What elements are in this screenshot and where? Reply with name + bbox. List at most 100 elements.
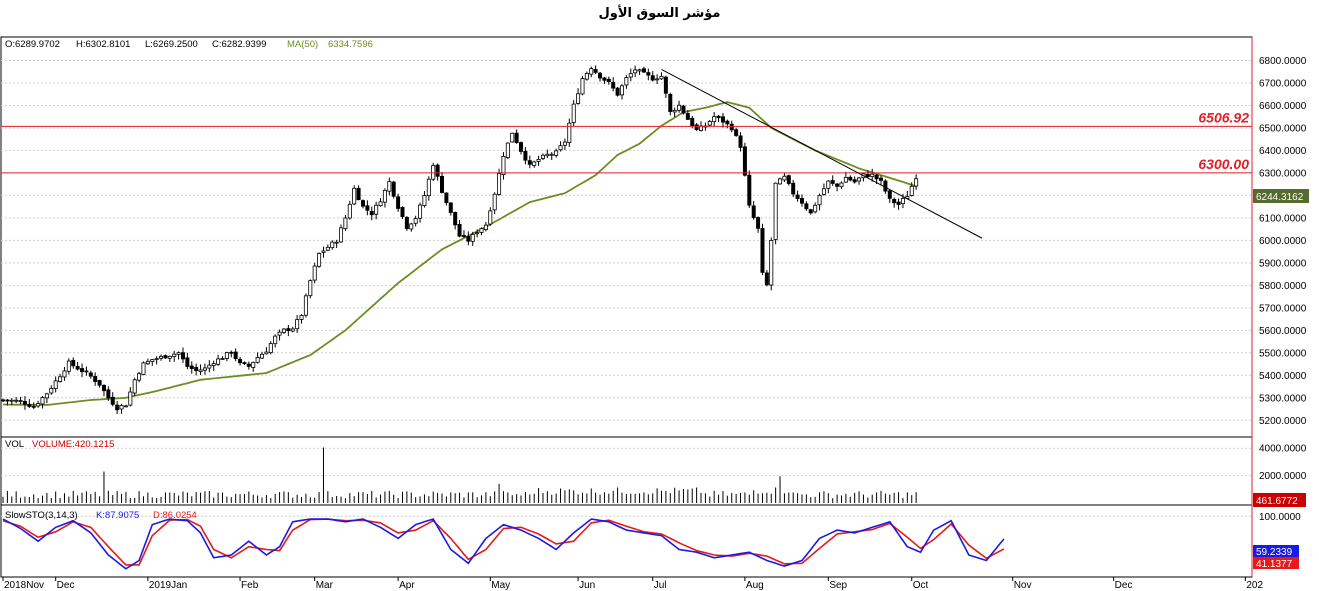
candle-body[interactable] bbox=[290, 328, 295, 332]
candle-body[interactable] bbox=[830, 180, 835, 184]
candle-body[interactable] bbox=[260, 353, 265, 359]
candle-body[interactable] bbox=[900, 198, 905, 205]
candle-body[interactable] bbox=[14, 399, 19, 402]
candle-body[interactable] bbox=[865, 173, 870, 178]
stochastic-lines[interactable] bbox=[2, 518, 1005, 570]
candle-body[interactable] bbox=[128, 391, 133, 406]
candle-body[interactable] bbox=[707, 121, 712, 126]
candle-body[interactable] bbox=[80, 368, 85, 373]
candle-body[interactable] bbox=[510, 132, 515, 143]
candle-body[interactable] bbox=[303, 295, 308, 316]
candle-body[interactable] bbox=[497, 173, 502, 195]
candle-body[interactable] bbox=[628, 73, 633, 78]
candle-body[interactable] bbox=[277, 331, 282, 336]
candle-body[interactable] bbox=[36, 403, 41, 407]
candle-body[interactable] bbox=[431, 165, 436, 180]
candle-body[interactable] bbox=[198, 369, 203, 372]
candle-body[interactable] bbox=[646, 72, 651, 76]
candle-body[interactable] bbox=[479, 228, 484, 233]
candle-body[interactable] bbox=[751, 205, 756, 219]
candle-body[interactable] bbox=[589, 68, 594, 75]
candle-body[interactable] bbox=[207, 364, 212, 369]
candle-body[interactable] bbox=[66, 360, 71, 372]
candle-body[interactable] bbox=[720, 116, 725, 123]
candle-body[interactable] bbox=[317, 253, 322, 267]
candle-body[interactable] bbox=[439, 175, 444, 193]
candle-body[interactable] bbox=[123, 405, 128, 408]
candle-body[interactable] bbox=[505, 142, 510, 158]
candle-body[interactable] bbox=[764, 272, 769, 286]
candle-body[interactable] bbox=[330, 241, 335, 249]
candle-body[interactable] bbox=[347, 203, 352, 219]
candle-body[interactable] bbox=[418, 204, 423, 219]
candle-body[interactable] bbox=[88, 372, 93, 377]
candle-body[interactable] bbox=[62, 370, 67, 378]
candle-body[interactable] bbox=[879, 177, 884, 181]
candle-body[interactable] bbox=[119, 405, 124, 410]
candle-body[interactable] bbox=[457, 224, 462, 237]
candle-body[interactable] bbox=[49, 387, 54, 394]
candle-body[interactable] bbox=[475, 232, 480, 235]
candle-body[interactable] bbox=[668, 93, 673, 112]
resistance-lines[interactable]: 6506.92 6300.00 bbox=[1, 109, 1252, 174]
candle-body[interactable] bbox=[435, 164, 440, 177]
candle-body[interactable] bbox=[641, 68, 646, 73]
candle-body[interactable] bbox=[312, 265, 317, 281]
candle-body[interactable] bbox=[558, 145, 563, 151]
candle-body[interactable] bbox=[5, 399, 10, 402]
candle-body[interactable] bbox=[286, 328, 291, 332]
candle-body[interactable] bbox=[211, 363, 216, 366]
candle-body[interactable] bbox=[593, 69, 598, 73]
candle-body[interactable] bbox=[185, 357, 190, 367]
candle-body[interactable] bbox=[321, 250, 326, 253]
candle-body[interactable] bbox=[251, 362, 256, 368]
candle-body[interactable] bbox=[461, 235, 466, 237]
candle-body[interactable] bbox=[422, 195, 427, 207]
candle-body[interactable] bbox=[154, 358, 159, 361]
candle-body[interactable] bbox=[22, 401, 27, 405]
candle-body[interactable] bbox=[567, 122, 572, 143]
candle-body[interactable] bbox=[602, 77, 607, 81]
candle-body[interactable] bbox=[264, 351, 269, 355]
candle-body[interactable] bbox=[189, 365, 194, 369]
candle-body[interactable] bbox=[9, 399, 14, 402]
downtrend-line[interactable] bbox=[661, 69, 983, 239]
candle-body[interactable] bbox=[110, 396, 115, 405]
candle-body[interactable] bbox=[202, 367, 207, 371]
stochastic-d-line[interactable] bbox=[2, 518, 1005, 566]
candle-body[interactable] bbox=[554, 150, 559, 156]
candle-body[interactable] bbox=[685, 113, 690, 120]
candle-body[interactable] bbox=[598, 72, 603, 79]
candle-body[interactable] bbox=[84, 370, 89, 373]
candle-body[interactable] bbox=[808, 209, 813, 214]
candlestick-series[interactable] bbox=[0, 65, 919, 414]
candle-body[interactable] bbox=[40, 397, 45, 405]
candle-body[interactable] bbox=[255, 357, 260, 363]
candle-body[interactable] bbox=[883, 180, 888, 192]
candle-body[interactable] bbox=[734, 129, 739, 136]
candle-body[interactable] bbox=[742, 146, 747, 176]
candle-body[interactable] bbox=[690, 117, 695, 127]
candle-body[interactable] bbox=[343, 217, 348, 230]
candle-body[interactable] bbox=[786, 175, 791, 184]
candle-body[interactable] bbox=[141, 362, 146, 375]
candle-body[interactable] bbox=[663, 76, 668, 94]
candle-body[interactable] bbox=[813, 204, 818, 213]
candle-body[interactable] bbox=[791, 182, 796, 195]
volume-bars[interactable] bbox=[2, 447, 917, 503]
candle-body[interactable] bbox=[492, 193, 497, 211]
candle-body[interactable] bbox=[0, 399, 6, 402]
candle-body[interactable] bbox=[747, 174, 752, 206]
candle-body[interactable] bbox=[18, 400, 23, 402]
candle-body[interactable] bbox=[295, 319, 300, 330]
candle-body[interactable] bbox=[159, 356, 164, 359]
candle-body[interactable] bbox=[194, 367, 199, 372]
candle-body[interactable] bbox=[308, 280, 313, 297]
candle-body[interactable] bbox=[606, 78, 611, 82]
candle-body[interactable] bbox=[795, 194, 800, 199]
candle-body[interactable] bbox=[325, 246, 330, 251]
candle-body[interactable] bbox=[519, 142, 524, 152]
candle-body[interactable] bbox=[396, 196, 401, 209]
candle-body[interactable] bbox=[224, 352, 229, 359]
candle-body[interactable] bbox=[729, 123, 734, 131]
